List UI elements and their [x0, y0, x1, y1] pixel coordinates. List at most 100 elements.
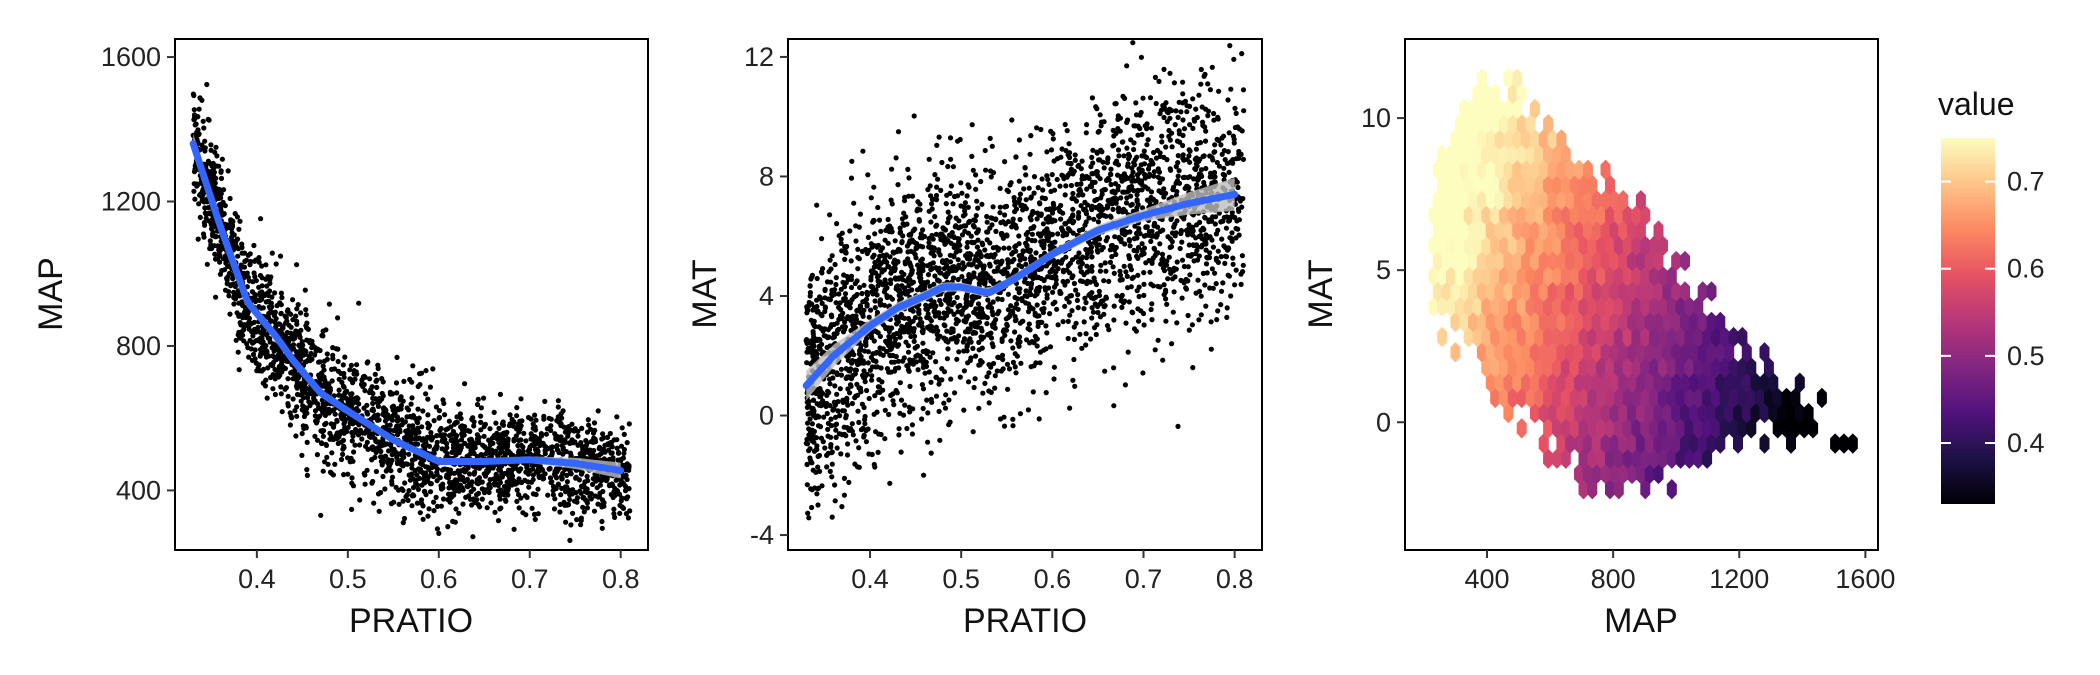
data-point — [1006, 245, 1012, 251]
data-point — [469, 437, 475, 443]
data-point — [443, 427, 449, 433]
data-point — [200, 118, 206, 124]
data-point — [1098, 262, 1104, 268]
data-point — [462, 469, 468, 475]
data-point — [1071, 324, 1077, 330]
data-point — [555, 404, 561, 410]
data-point — [842, 291, 849, 297]
data-point — [614, 445, 620, 451]
data-point — [283, 358, 289, 364]
data-point — [201, 199, 207, 205]
data-point — [583, 438, 589, 444]
data-point — [401, 515, 408, 522]
data-point — [406, 451, 412, 457]
data-point — [382, 418, 389, 424]
data-point — [388, 501, 394, 507]
data-point — [1025, 407, 1031, 413]
data-point — [245, 311, 251, 317]
data-point — [804, 482, 810, 488]
data-point — [1228, 86, 1234, 92]
data-point — [244, 270, 250, 276]
data-point — [406, 432, 412, 438]
data-point — [487, 438, 493, 445]
data-point — [970, 345, 976, 351]
data-point — [1188, 253, 1194, 259]
data-point — [1220, 280, 1226, 286]
data-point — [436, 530, 442, 537]
data-point — [235, 349, 241, 355]
data-point — [531, 511, 538, 517]
data-point — [572, 439, 578, 445]
data-point — [194, 129, 200, 135]
data-point — [618, 457, 624, 463]
data-point — [1163, 287, 1169, 293]
data-point — [340, 383, 346, 389]
data-point — [907, 409, 913, 415]
data-point — [1126, 255, 1133, 262]
data-point — [562, 439, 568, 446]
data-point — [1172, 233, 1178, 239]
data-point — [1171, 80, 1177, 86]
data-point — [871, 184, 877, 190]
data-point — [475, 490, 482, 496]
data-point — [1164, 157, 1170, 163]
data-point — [1073, 198, 1080, 204]
data-point — [954, 356, 960, 362]
data-point — [425, 412, 431, 418]
data-point — [963, 223, 969, 229]
data-point — [601, 435, 607, 441]
data-point — [856, 445, 862, 451]
data-point — [1130, 40, 1136, 46]
data-point — [406, 488, 412, 494]
data-point — [516, 492, 522, 498]
data-point — [299, 430, 305, 437]
data-point — [1017, 411, 1024, 417]
data-point — [508, 480, 514, 486]
data-point — [257, 346, 264, 353]
data-point — [907, 238, 913, 244]
data-point — [1080, 278, 1086, 285]
data-point — [230, 276, 236, 282]
data-point — [1060, 210, 1066, 216]
data-point — [944, 292, 950, 298]
data-point — [1157, 111, 1163, 117]
data-point — [958, 203, 964, 209]
data-point — [272, 376, 278, 382]
data-point — [1194, 222, 1200, 228]
data-point — [1010, 416, 1016, 422]
data-point — [906, 175, 912, 181]
data-point — [272, 290, 278, 296]
data-point — [330, 352, 336, 358]
data-point — [431, 418, 437, 424]
data-point — [256, 255, 262, 261]
data-point — [1141, 148, 1147, 154]
data-point — [393, 484, 399, 490]
data-point — [542, 398, 548, 404]
data-point — [1166, 254, 1172, 260]
data-point — [901, 355, 907, 361]
data-point — [889, 166, 895, 172]
data-point — [841, 431, 848, 437]
scatter-points — [803, 40, 1247, 521]
data-point — [530, 466, 536, 472]
data-point — [1123, 320, 1129, 326]
data-point — [1159, 176, 1166, 182]
data-point — [246, 315, 252, 321]
data-point — [857, 211, 864, 217]
data-point — [1104, 323, 1111, 329]
data-point — [1074, 181, 1080, 187]
data-point — [293, 383, 300, 389]
data-point — [1066, 141, 1072, 147]
data-point — [478, 452, 484, 458]
data-point — [448, 494, 454, 500]
data-point — [545, 492, 551, 498]
data-point — [447, 479, 453, 486]
data-point — [438, 503, 444, 509]
data-point — [989, 143, 995, 149]
data-point — [402, 419, 408, 425]
data-point — [196, 106, 202, 112]
data-point — [894, 321, 900, 327]
data-point — [624, 476, 630, 483]
data-point — [471, 450, 477, 457]
data-point — [497, 465, 503, 472]
